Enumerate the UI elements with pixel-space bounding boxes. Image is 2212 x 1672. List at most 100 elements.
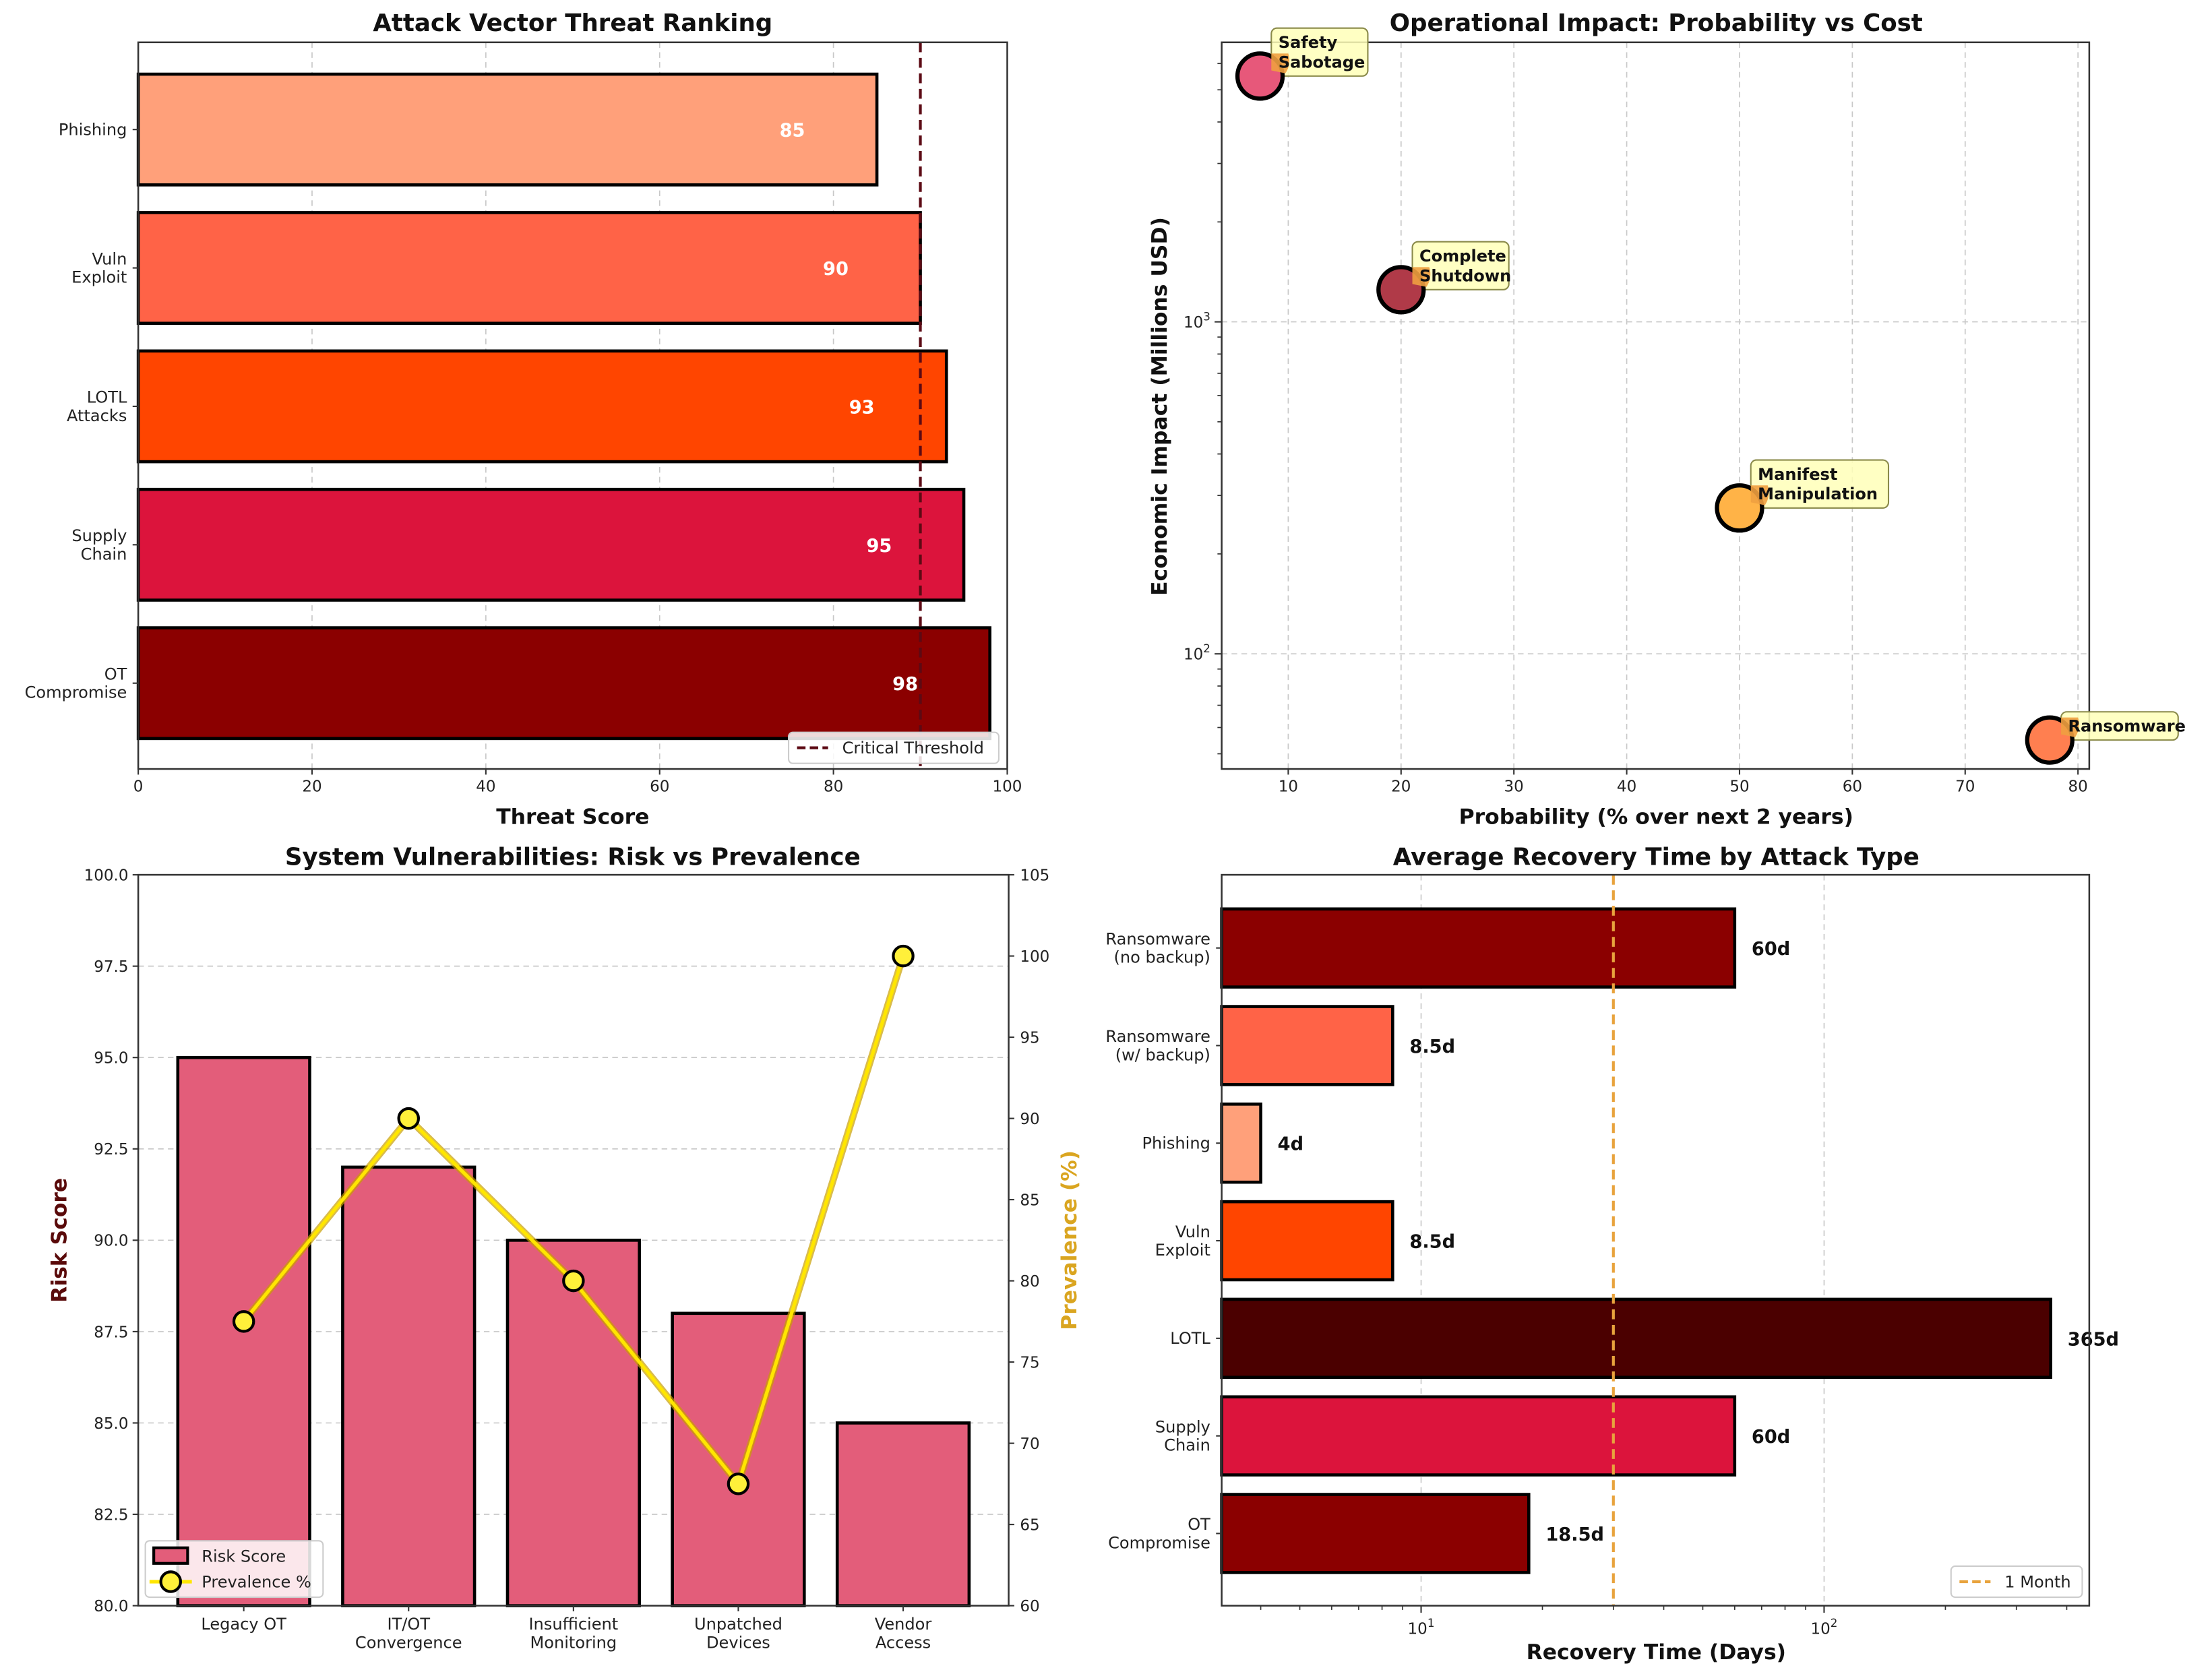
vulnerability-chart: System Vulnerabilities: Risk vs Prevalen… — [47, 843, 1082, 1652]
bar — [136, 349, 948, 464]
x-tick-label: Insufficient Monitoring — [528, 1615, 618, 1652]
y-tick-label: 85.0 — [94, 1415, 128, 1433]
x-axis-label: Probability (% over next 2 years) — [1459, 805, 1853, 830]
bar-value-label: 85 — [780, 121, 805, 142]
bar-value-label: 8.5d — [1409, 1036, 1455, 1057]
annotation-arrow-patch — [1750, 485, 1769, 505]
y-tick-label: 92.5 — [94, 1141, 128, 1158]
legend-box — [1950, 1565, 2083, 1599]
y-tick-label: 103 — [1184, 309, 1210, 331]
bar-value-label: 60d — [1752, 939, 1790, 960]
x-tick-label: Legacy OT — [201, 1615, 286, 1634]
plot-frame — [137, 873, 1010, 1607]
y2-tick-label: 75 — [1020, 1354, 1039, 1371]
bar-value-label: 4d — [1278, 1134, 1303, 1155]
y-tick-label: 80.0 — [94, 1598, 128, 1615]
x-tick-label: 30 — [1504, 778, 1524, 796]
annotation-label: Ransomware — [2068, 717, 2186, 736]
chart-title: Attack Vector Threat Ranking — [373, 9, 772, 37]
y-tick-label: OT Compromise — [25, 664, 127, 702]
y-tick-label: OT Compromise — [1108, 1515, 1210, 1552]
chart-title: System Vulnerabilities: Risk vs Prevalen… — [285, 843, 861, 871]
x-tick-label: 60 — [1843, 778, 1862, 796]
y-tick-label: Phishing — [59, 121, 127, 140]
y-axis-label: Economic Impact (Millions USD) — [1148, 217, 1172, 596]
y2-tick-label: 90 — [1020, 1111, 1039, 1128]
y-tick-label: 95.0 — [94, 1050, 128, 1067]
x-tick-label: Unpatched Devices — [694, 1615, 782, 1652]
legend-box — [788, 731, 1000, 764]
bar-value-label: 8.5d — [1409, 1232, 1455, 1253]
x-tick-label: IT/OT Convergence — [355, 1615, 462, 1652]
x-tick-label: 20 — [302, 778, 321, 796]
legend: Risk Score Prevalence % — [144, 1540, 324, 1599]
annotation-arrow-patch — [1412, 267, 1431, 287]
prevalence-marker — [562, 1269, 585, 1293]
prevalence-marker — [397, 1107, 421, 1130]
x-tick-label: 0 — [133, 778, 144, 796]
legend-label: Critical Threshold — [842, 739, 984, 757]
bar — [136, 211, 922, 326]
x-tick-label: 80 — [824, 778, 843, 796]
y-tick-label: LOTL Attacks — [67, 388, 127, 425]
plot-frame — [1221, 41, 2091, 770]
annotation-arrow-patch — [2061, 717, 2079, 737]
threat-ranking-chart: Attack Vector Threat Ranking Threat Scor… — [25, 9, 1022, 830]
annotation-box — [1750, 459, 1890, 509]
x-axis-label: Threat Score — [496, 805, 649, 830]
x-tick-label: 70 — [1955, 778, 1975, 796]
y2-tick-label: 85 — [1020, 1191, 1039, 1209]
y-tick-label: Supply Chain — [1155, 1417, 1210, 1454]
x-tick-label: 60 — [650, 778, 669, 796]
x-tick-label: 80 — [2068, 778, 2088, 796]
bar — [136, 487, 966, 602]
bar — [1220, 1103, 1262, 1184]
y2-tick-label: 95 — [1020, 1029, 1039, 1047]
x-tick-label: 40 — [476, 778, 495, 796]
bar — [341, 1165, 477, 1607]
bar — [1220, 907, 1737, 989]
y-tick-label: 87.5 — [94, 1324, 128, 1341]
legend: 1 Month — [1950, 1565, 2083, 1599]
bar-value-label: 365d — [2068, 1329, 2119, 1350]
bar — [1220, 1395, 1737, 1477]
y-tick-label: Ransomware (no backup) — [1105, 929, 1210, 966]
bar-value-label: 90 — [823, 259, 849, 280]
bar — [1220, 1005, 1394, 1086]
y-tick-label: Supply Chain — [71, 526, 127, 563]
annotation-label: Safety Sabotage — [1279, 33, 1365, 71]
x-tick-label: 40 — [1617, 778, 1636, 796]
y-tick-label: Vuln Exploit — [1155, 1222, 1210, 1260]
annotation-box — [1411, 241, 1510, 290]
x-tick-label: Vendor Access — [875, 1615, 932, 1652]
legend-marker-swatch — [159, 1570, 183, 1593]
legend-label: Prevalence % — [202, 1572, 311, 1591]
y2-tick-label: 100 — [1020, 948, 1049, 966]
bar-value-label: 93 — [849, 397, 875, 418]
y-tick-label: 82.5 — [94, 1506, 128, 1524]
y-tick-label: 102 — [1184, 642, 1210, 663]
chart-title: Operational Impact: Probability vs Cost — [1390, 9, 1923, 37]
y-tick-label: 97.5 — [94, 958, 128, 976]
x-tick-label: 100 — [993, 778, 1022, 796]
bar — [1220, 1493, 1531, 1574]
impact-scatter-chart: Operational Impact: Probability vs Cost … — [1148, 9, 2186, 830]
bar — [1220, 1200, 1394, 1282]
bar-value-label: 18.5d — [1545, 1524, 1604, 1545]
plot-frame — [137, 41, 1008, 770]
y-tick-label: Vuln Exploit — [71, 249, 127, 286]
legend: Critical Threshold — [788, 731, 1000, 764]
x-tick-label: 10 — [1279, 778, 1298, 796]
x-tick-label: 20 — [1391, 778, 1411, 796]
x-axis-label: Recovery Time (Days) — [1527, 1640, 1786, 1665]
chart-title: Average Recovery Time by Attack Type — [1393, 843, 1919, 871]
annotation-label: Complete Shutdown — [1419, 247, 1511, 285]
prevalence-marker — [232, 1310, 255, 1333]
bar — [136, 72, 879, 187]
y2-tick-label: 70 — [1020, 1435, 1039, 1453]
y-tick-label: 90.0 — [94, 1233, 128, 1250]
plot-frame — [1221, 873, 2091, 1607]
prevalence-marker — [892, 944, 915, 968]
prevalence-marker — [727, 1473, 750, 1495]
